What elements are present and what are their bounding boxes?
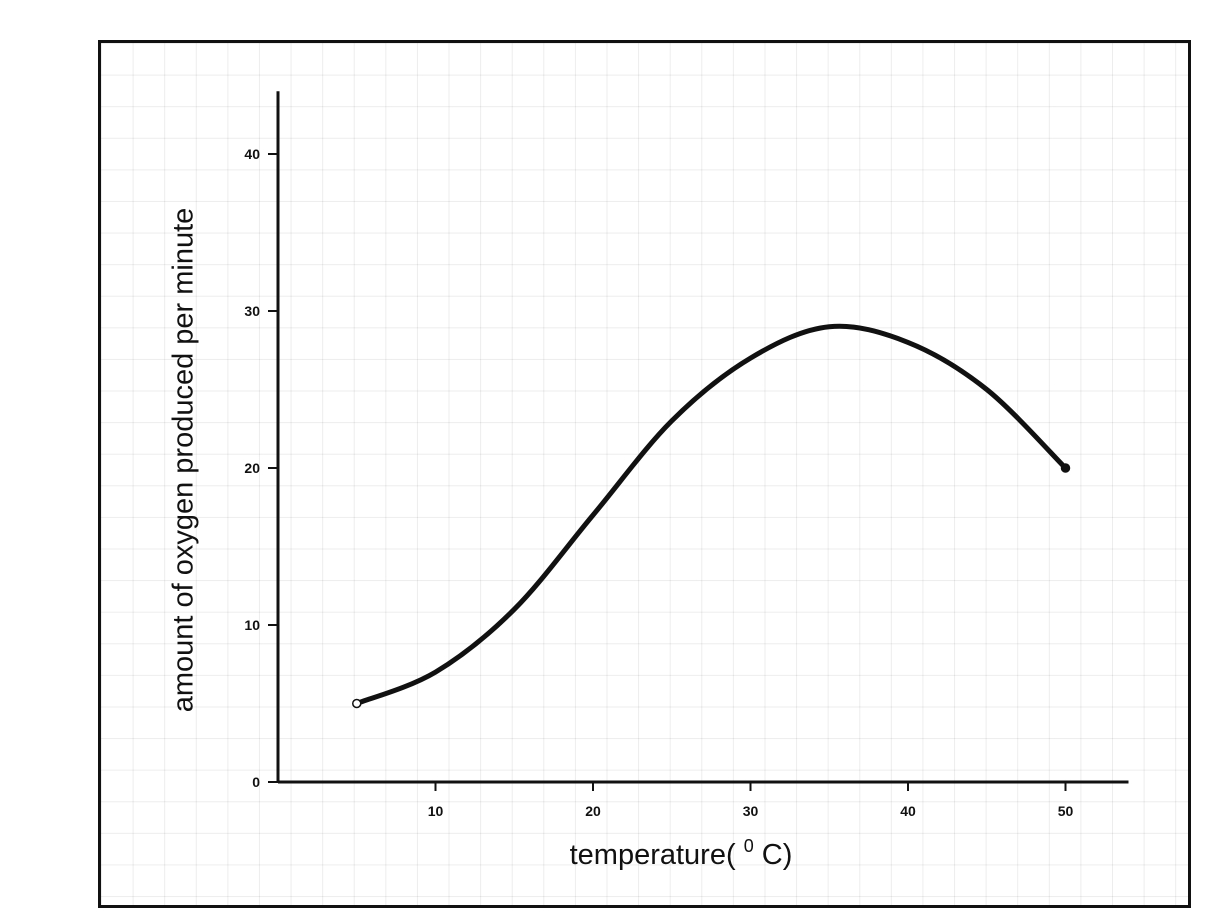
x-tick-label: 40: [900, 803, 916, 819]
axes: [276, 91, 1129, 784]
series-line: [354, 323, 1068, 706]
x-axis-title-degree: 0: [744, 836, 754, 856]
y-tick-label: 10: [244, 617, 260, 633]
x-axis-title-unit: C): [762, 839, 793, 871]
y-tick-label: 30: [244, 303, 260, 319]
x-tick-label: 50: [1058, 803, 1074, 819]
y-axis-title: amount of oxygen produced per minute: [168, 208, 200, 713]
y-tick-label: 20: [244, 460, 260, 476]
series-end-point: [1060, 463, 1071, 473]
y-tick-label: 0: [252, 774, 260, 790]
x-tick-label: 30: [743, 803, 759, 819]
x-axis-title: temperature( 0 C): [570, 827, 793, 871]
x-tick-label: 10: [428, 803, 444, 819]
x-axis-title-text: temperature(: [570, 839, 736, 871]
y-axis-ticks: 0 10 20 30 40: [244, 146, 278, 790]
x-axis-ticks: 10 20 30 40 50: [428, 782, 1074, 819]
x-tick-label: 20: [585, 803, 601, 819]
series-layer: [352, 323, 1071, 709]
chart-frame: [98, 40, 1191, 908]
series-start-point: [352, 698, 362, 709]
y-tick-label: 40: [244, 146, 260, 162]
